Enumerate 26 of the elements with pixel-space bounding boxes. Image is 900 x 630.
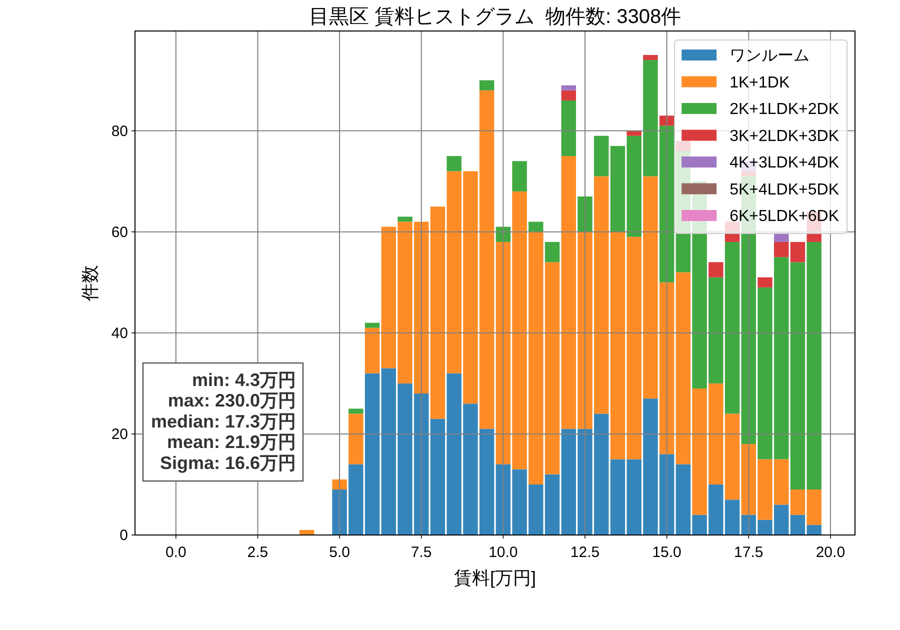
legend-label: 1K+1DK (730, 74, 790, 92)
x-tick-label: 0.0 (165, 544, 186, 561)
x-tick-label: 20.0 (816, 544, 846, 561)
annotation: min: 4.3万円 max: 230.0万円 median: 17.3万円 mean: 21.9万円 Sigma: 16.6万円 (142, 362, 304, 482)
x-axis-title: 賃料[万円] (454, 568, 536, 588)
legend-label: 5K+4LDK+5DK (730, 181, 840, 198)
legend-label: 6K+5LDK+6DK (730, 208, 840, 225)
x-tick-label: 5.0 (329, 544, 350, 561)
x-tick-label: 17.5 (734, 544, 764, 561)
y-tick-label: 0 (120, 527, 128, 544)
legend-label: 4K+3LDK+4DK (730, 154, 840, 172)
x-tick-label: 2.5 (247, 544, 268, 561)
x-tick-label: 12.5 (570, 544, 600, 561)
legend-label: ワンルーム (730, 48, 810, 64)
legend-label: 2K+1LDK+2DK (730, 101, 840, 118)
legend-label: 3K+2LDK+3DK (730, 128, 840, 145)
chart-title: 目黒区 賃料ヒストグラム 物件数: 3308件 (308, 6, 682, 28)
y-tick-label: 40 (111, 324, 128, 342)
y-tick-label: 60 (111, 224, 128, 241)
y-tick-label: 80 (111, 122, 128, 140)
x-tick-label: 10.0 (488, 544, 518, 561)
y-axis-title: 件数 (80, 265, 100, 301)
x-tick-label: 15.0 (652, 544, 682, 561)
x-tick-label: 7.5 (410, 544, 432, 561)
y-tick-label: 20 (111, 426, 128, 443)
annotation: min: 4.3万円 max: 230.0万円 median: 17.3万円 mean: 21.9万円 Sigma: 16.6万円 (150, 370, 296, 473)
